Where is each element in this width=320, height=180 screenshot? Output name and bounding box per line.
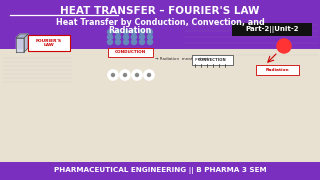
Circle shape	[124, 39, 129, 44]
Circle shape	[108, 69, 118, 80]
Text: Part-2||Unit-2: Part-2||Unit-2	[245, 26, 299, 33]
Circle shape	[143, 69, 155, 80]
Polygon shape	[24, 34, 28, 52]
Text: → Radiation  meat  patent: → Radiation meat patent	[155, 57, 208, 61]
Circle shape	[148, 30, 153, 35]
Circle shape	[277, 39, 291, 53]
Text: FOURIER'S
LAW: FOURIER'S LAW	[36, 39, 62, 48]
Circle shape	[116, 35, 121, 39]
Text: HEAT TRANSFER – FOURIER'S LAW: HEAT TRANSFER – FOURIER'S LAW	[60, 6, 260, 16]
Circle shape	[111, 73, 115, 76]
Circle shape	[148, 39, 153, 44]
Circle shape	[132, 69, 142, 80]
Circle shape	[148, 35, 153, 39]
Circle shape	[116, 39, 121, 44]
Text: PHARMACEUTICAL ENGINEERING || B PHARMA 3 SEM: PHARMACEUTICAL ENGINEERING || B PHARMA 3…	[54, 168, 266, 174]
FancyBboxPatch shape	[232, 23, 312, 36]
Circle shape	[124, 73, 126, 76]
Circle shape	[124, 35, 129, 39]
Circle shape	[132, 30, 137, 35]
Circle shape	[148, 73, 150, 76]
Text: Radiation: Radiation	[265, 68, 289, 71]
Bar	[0, 0, 320, 49]
Circle shape	[132, 35, 137, 39]
Circle shape	[140, 39, 145, 44]
Text: Heat Transfer by Conduction, Convection, and: Heat Transfer by Conduction, Convection,…	[56, 17, 264, 26]
FancyBboxPatch shape	[191, 55, 233, 64]
Circle shape	[140, 35, 145, 39]
Circle shape	[135, 73, 139, 76]
FancyBboxPatch shape	[108, 48, 153, 57]
FancyBboxPatch shape	[255, 64, 299, 75]
Circle shape	[119, 69, 131, 80]
Circle shape	[124, 30, 129, 35]
FancyBboxPatch shape	[28, 35, 70, 51]
Circle shape	[108, 39, 113, 44]
Circle shape	[132, 39, 137, 44]
Circle shape	[116, 30, 121, 35]
Bar	[0, 49, 320, 162]
Text: CONDUCTION: CONDUCTION	[114, 50, 146, 54]
Bar	[0, 162, 320, 180]
Polygon shape	[16, 34, 28, 38]
Text: CONVECTION: CONVECTION	[198, 57, 226, 62]
Text: Radiation: Radiation	[108, 26, 152, 35]
Circle shape	[140, 30, 145, 35]
Circle shape	[108, 35, 113, 39]
Polygon shape	[16, 38, 24, 52]
Circle shape	[108, 30, 113, 35]
